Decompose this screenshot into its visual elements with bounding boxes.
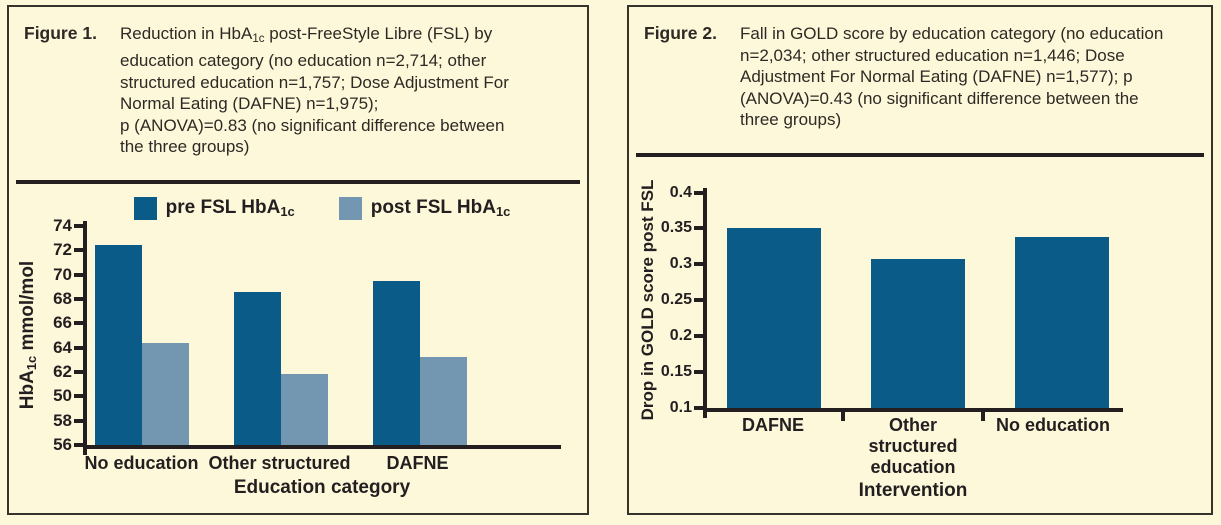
y-tick-label: 56 <box>53 434 72 454</box>
pre-fsl-swatch <box>133 196 157 220</box>
figure1-plot-area: HbA1c mmol/mol 74 72 70 68 66 64 62 50 58 56 <box>17 216 587 455</box>
caption-divider-rule <box>16 179 580 184</box>
x-category-label: No education <box>84 452 199 473</box>
figure1-plot: 74 72 70 68 66 64 62 50 58 56 <box>53 216 561 455</box>
caption-segment: post-FreeStyle Libre (FSL) by education … <box>120 24 509 114</box>
y-tick-mark <box>74 369 83 374</box>
y-tick-label: 0.35 <box>660 219 692 237</box>
y-tick-label: 0.4 <box>669 183 692 201</box>
y-tick-mark <box>694 262 703 267</box>
y-tick-label: 58 <box>53 410 72 430</box>
y-tick-label: 72 <box>53 240 72 260</box>
y-tick-mark <box>694 298 703 302</box>
y-tick-label: 0.15 <box>660 362 692 380</box>
figure2-caption: Figure 2. Fall in GOLD score by educatio… <box>629 7 1211 131</box>
legend-label-pre: pre FSL HbA1c <box>166 197 295 219</box>
bar <box>373 280 420 445</box>
y-axis-line <box>83 220 87 455</box>
bar <box>420 357 467 445</box>
x-category-label: Other structured <box>208 452 351 473</box>
y-tick-label: 66 <box>53 313 72 333</box>
legend-label-post: post FSL HbA1c <box>371 197 511 219</box>
y-tick-label: 0.2 <box>669 326 692 344</box>
figure1-xlabels: No education Other structured DAFNE <box>83 453 587 474</box>
legend-subscript: 1c <box>495 204 511 220</box>
y-tick-label: 62 <box>53 361 72 381</box>
bar <box>142 342 189 445</box>
caption-segment: p (ANOVA)=0.83 (no significant differenc… <box>120 115 505 157</box>
x-tick-mark <box>840 411 845 421</box>
x-axis-line <box>83 444 561 449</box>
y-tick-mark <box>74 418 83 423</box>
x-tick-mark <box>980 411 985 421</box>
figure2-caption-text: Fall in GOLD score by education category… <box>740 24 1164 129</box>
y-tick-mark <box>74 248 83 253</box>
legend-item-pre-fsl: pre FSL HbA1c <box>133 196 295 220</box>
bar <box>871 259 965 408</box>
y-tick-mark <box>694 333 703 338</box>
bar-group <box>871 193 965 408</box>
figure2-plot-area: Drop in GOLD score post FSL 0.4 0.35 0.3 0.… <box>638 180 1211 421</box>
figure1-bars <box>83 226 561 445</box>
y-tick-label: 74 <box>53 215 72 235</box>
y-tick-label: 64 <box>53 337 72 357</box>
bar <box>727 227 821 408</box>
figure1-caption: Figure 1. Reduction in HbA1c post-FreeSt… <box>9 7 587 158</box>
y-tick-label: 0.1 <box>669 398 692 416</box>
caption-subscript: 1c <box>252 32 265 45</box>
y-tick-mark <box>74 272 83 277</box>
bar-group <box>1015 193 1109 408</box>
y-tick-mark <box>74 296 83 301</box>
post-fsl-swatch <box>338 196 362 220</box>
legend-text: post FSL HbA <box>370 197 496 219</box>
bar-group <box>234 226 328 445</box>
bar-group <box>373 226 467 445</box>
y-tick-mark <box>74 321 83 326</box>
y-tick-mark <box>74 442 83 447</box>
legend-item-post-fsl: post FSL HbA1c <box>338 196 511 220</box>
figure1-panel: Figure 1. Reduction in HbA1c post-FreeSt… <box>7 5 589 515</box>
bar <box>95 245 142 445</box>
x-category-label: No education <box>995 414 1110 435</box>
bar <box>281 374 328 445</box>
figure2-x-axis-title: Intervention <box>858 479 968 501</box>
y-tick-label: 50 <box>53 386 72 406</box>
y-tick-mark <box>694 369 703 374</box>
y-tick-label: 68 <box>53 288 72 308</box>
x-category-label: DAFNE <box>742 414 804 435</box>
x-category-label: DAFNE <box>386 452 449 473</box>
figure2-panel: Figure 2. Fall in GOLD score by educatio… <box>627 5 1213 515</box>
legend-subscript: 1c <box>280 204 295 220</box>
bar <box>1015 236 1109 408</box>
x-axis-line <box>703 407 1123 412</box>
figure2-bars <box>703 193 1123 408</box>
y-tick-mark <box>74 394 83 399</box>
caption-divider-rule <box>636 152 1204 157</box>
figure1-x-axis-title: Education category <box>233 476 411 498</box>
legend-text: pre FSL HbA <box>165 197 281 219</box>
figure2-label: Figure 2. <box>644 23 717 43</box>
caption-segment: Reduction in HbA <box>120 24 253 43</box>
y-tick-label: 70 <box>53 264 72 284</box>
y-tick-mark <box>694 226 703 231</box>
y-tick-label: 0.3 <box>669 255 692 273</box>
figure2-plot: 0.4 0.35 0.3 0.25 0.2 0.15 0.1 <box>661 184 1123 421</box>
y-tick-label: 0.25 <box>660 291 692 308</box>
y-tick-mark <box>694 405 703 410</box>
x-category-label: Other structured education <box>868 414 958 477</box>
bar-group <box>727 193 821 408</box>
y-tick-mark <box>74 345 83 350</box>
figure1-caption-text: Reduction in HbA1c post-FreeStyle Libre … <box>120 23 522 158</box>
bar-group <box>95 226 189 445</box>
figure1-label: Figure 1. <box>24 23 97 43</box>
figure1-legend: pre FSL HbA1c post FSL HbA1c <box>83 196 561 220</box>
y-axis-line <box>703 187 707 418</box>
y-tick-mark <box>74 223 83 228</box>
bar <box>234 291 281 445</box>
y-tick-mark <box>694 190 703 195</box>
figure2-xlabels: DAFNE Other structured education No educat… <box>703 415 1123 478</box>
